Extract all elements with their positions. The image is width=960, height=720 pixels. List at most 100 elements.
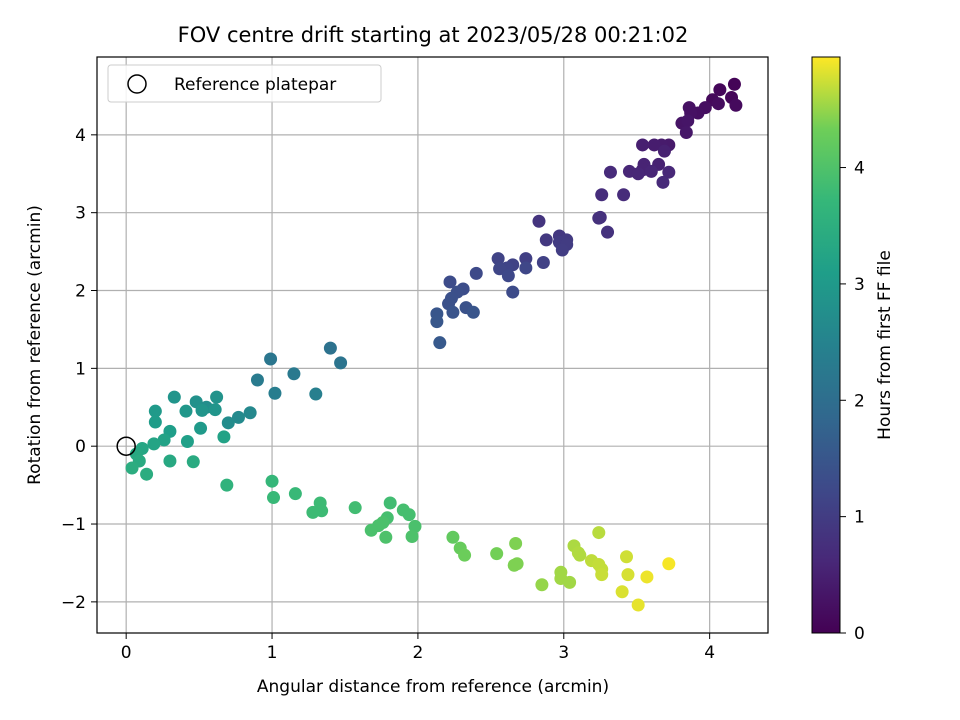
- scatter-point: [592, 211, 606, 225]
- scatter-point: [383, 496, 397, 510]
- scatter-point: [729, 98, 743, 112]
- scatter-point: [519, 261, 533, 275]
- scatter-point: [194, 421, 208, 435]
- legend-marker-icon: [127, 74, 147, 94]
- scatter-point: [446, 530, 460, 544]
- scatter-point: [208, 403, 222, 417]
- scatter-point: [603, 165, 617, 179]
- scatter-point: [140, 467, 154, 481]
- scatter-point: [536, 255, 550, 269]
- scatter-point: [601, 225, 615, 239]
- scatter-point: [179, 404, 193, 418]
- scatter-point: [288, 487, 302, 501]
- scatter-point: [267, 491, 281, 505]
- scatter-point: [250, 373, 264, 387]
- scatter-point: [657, 144, 671, 158]
- scatter-point: [217, 430, 231, 444]
- legend-entry: Reference platepar: [174, 75, 336, 95]
- colorbar: 0 1 2 3 4 Hours from first FF file: [811, 56, 895, 644]
- scatter-point: [621, 568, 635, 582]
- scatter-point: [573, 548, 587, 562]
- scatter-point: [636, 138, 650, 152]
- x-axis: 0 1 2 3 4: [121, 633, 715, 663]
- scatter-point: [163, 454, 177, 468]
- grid: [97, 57, 768, 633]
- scatter-point: [167, 390, 181, 404]
- scatter-point: [539, 233, 553, 247]
- scatter-point: [493, 262, 507, 276]
- scatter-point: [433, 336, 447, 350]
- scatter-point: [519, 252, 533, 266]
- scatter-point: [430, 315, 444, 329]
- points-layer: [125, 77, 743, 612]
- scatter-point: [507, 558, 521, 572]
- scatter-point: [490, 547, 504, 561]
- scatter-point: [563, 575, 577, 589]
- scatter-point: [491, 252, 505, 266]
- scatter-point: [265, 474, 279, 488]
- colorbar-tick-label: 0: [854, 624, 865, 644]
- scatter-point: [509, 536, 523, 550]
- scatter-point: [268, 386, 282, 400]
- x-axis-label: Angular distance from reference (arcmin): [257, 677, 609, 697]
- y-tick-label: 2: [75, 282, 86, 302]
- scatter-point: [656, 175, 670, 189]
- scatter-point: [148, 415, 162, 429]
- scatter-point: [309, 387, 323, 401]
- legend: Reference platepar: [107, 64, 382, 103]
- scatter-point: [501, 269, 515, 283]
- scatter-point: [681, 114, 695, 128]
- scatter-point: [713, 83, 727, 97]
- scatter-point: [532, 214, 546, 228]
- scatter-point: [617, 188, 631, 202]
- scatter-point: [631, 167, 645, 181]
- scatter-point: [243, 406, 257, 420]
- scatter-point: [231, 410, 245, 424]
- scatter-point: [727, 77, 741, 91]
- scatter-point: [640, 570, 654, 584]
- scatter-point: [592, 526, 606, 540]
- colorbar-tick-label: 2: [854, 391, 865, 411]
- colorbar-tick-label: 1: [854, 508, 865, 528]
- colorbar-gradient: [811, 56, 841, 634]
- x-tick-label: 2: [412, 643, 423, 663]
- scatter-point: [620, 550, 634, 564]
- scatter-point: [535, 578, 549, 592]
- scatter-point: [662, 165, 676, 179]
- scatter-point: [595, 568, 609, 582]
- scatter-point: [364, 523, 378, 537]
- scatter-point: [306, 505, 320, 519]
- scatter-point: [323, 341, 337, 355]
- scatter-point: [334, 356, 348, 370]
- colorbar-label: Hours from first FF file: [875, 250, 895, 440]
- scatter-point: [408, 519, 422, 533]
- scatter-point: [147, 437, 161, 451]
- chart-title: FOV centre drift starting at 2023/05/28 …: [178, 23, 689, 47]
- scatter-point: [458, 548, 472, 562]
- scatter-point: [264, 352, 278, 366]
- scatter-point: [220, 478, 234, 492]
- y-tick-label: 3: [75, 204, 86, 224]
- scatter-point: [221, 416, 235, 430]
- scatter-point: [662, 557, 676, 571]
- y-axis: −2 −1 0 1 2 3 4: [61, 126, 97, 613]
- y-tick-label: 0: [75, 437, 86, 457]
- plot-frame: [96, 56, 769, 634]
- scatter-point: [446, 305, 460, 319]
- scatter-point: [379, 530, 393, 544]
- y-tick-label: 4: [75, 126, 86, 146]
- scatter-point: [348, 501, 362, 515]
- scatter-point: [595, 188, 609, 202]
- scatter-point: [555, 243, 569, 257]
- scatter-point: [631, 598, 645, 612]
- scatter-point: [466, 305, 480, 319]
- scatter-point: [148, 404, 162, 418]
- scatter-point: [443, 275, 457, 289]
- y-tick-label: 1: [75, 359, 86, 379]
- scatter-point: [506, 285, 520, 299]
- scatter-point: [647, 138, 661, 152]
- scatter-point: [180, 435, 194, 449]
- y-tick-label: −1: [61, 515, 86, 535]
- x-tick-label: 0: [121, 643, 132, 663]
